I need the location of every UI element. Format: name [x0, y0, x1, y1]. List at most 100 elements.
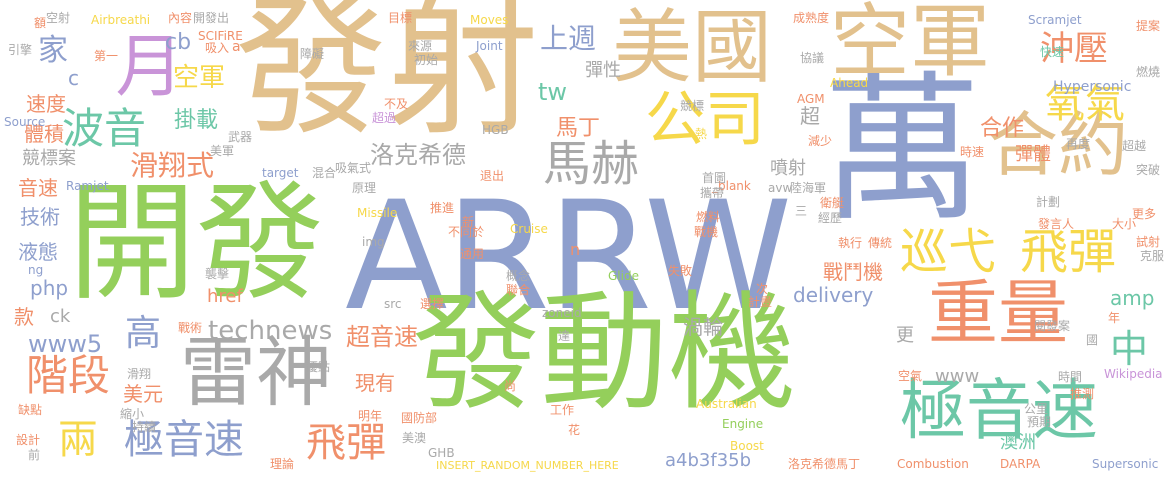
word-zhong: 中 [1110, 327, 1149, 371]
word-qian: 前 [28, 448, 41, 462]
word-gongzuo: 工作 [550, 403, 575, 417]
word-chongya: 沖壓 [1040, 29, 1108, 69]
word-chuantong: 傳統 [868, 236, 893, 250]
word-hypersonic: Hypersonic [1053, 79, 1132, 95]
word-target: target [262, 166, 299, 180]
word-suoxiao: 縮小 [120, 407, 145, 421]
word-jianshao: 減少 [808, 134, 833, 148]
word-fadongji: 發動機 [412, 279, 797, 428]
word-source: Source [4, 115, 46, 129]
word-leishen: 雷神 [180, 328, 332, 417]
word-kongqi: 空氣 [898, 369, 923, 383]
word-boyin: 波音 [62, 104, 147, 153]
word-kuan: 款 [14, 305, 34, 329]
word-jihua-2: 計畫 [748, 295, 773, 309]
word-xieyi: 協議 [800, 51, 825, 65]
word-xiqishi: 吸氣式 [335, 161, 372, 175]
word-luokexidemading: 洛克希德馬丁 [788, 457, 861, 471]
word-combustion: Combustion [897, 457, 969, 471]
word-weiting: 衛艇 [820, 196, 845, 210]
word-src: src [384, 297, 402, 311]
word-hezuo: 合作 [980, 116, 1025, 141]
word-xiru: 吸入 [205, 41, 230, 55]
word-re: 熱 [695, 127, 708, 141]
word-meijun: 美軍 [210, 144, 235, 158]
word-aozhou: 澳洲 [1000, 432, 1036, 453]
word-shishe: 試射 [1136, 235, 1161, 249]
word-hunhe: 混合 [312, 166, 337, 180]
word-wolun: 渦輪 [683, 315, 723, 339]
word-darpa: DARPA [1000, 457, 1041, 471]
word-yuanli: 原理 [352, 181, 377, 195]
word-chengshudu: 成熟度 [793, 11, 830, 25]
word-xin: 新 [462, 215, 475, 229]
word-a: a [232, 39, 241, 55]
word-meiao: 美澳 [402, 431, 427, 445]
word-hua: 花 [568, 423, 581, 437]
word-geng: 更 [896, 325, 914, 346]
word-a4b3f35b: a4b3f35b [665, 450, 752, 471]
word-australian: Australian [696, 397, 757, 411]
word-yue: 月 [103, 30, 182, 98]
word-quedian: 缺點 [18, 403, 43, 417]
word-kongjun: 空軍 [830, 0, 990, 88]
word-huaxiangshi: 滑翔式 [130, 149, 215, 182]
word-ramjet: Ramjet [66, 179, 109, 193]
word-zhangai: 障礙 [300, 47, 325, 61]
word-feidan: 飛彈 [1020, 224, 1117, 280]
word-jingbiao: 競標 [680, 99, 705, 113]
word-ng: ng [28, 263, 44, 277]
word-ahead: Ahead [830, 76, 869, 90]
word-wikipedia: Wikipedia [1104, 367, 1163, 381]
word-jishu: 技術 [20, 205, 60, 229]
word-zhixing: 執行 [838, 236, 863, 250]
word-kaifa: 開發 [68, 169, 325, 318]
word-gainian: 概念 [506, 269, 531, 283]
word-daxiao: 大小 [1112, 217, 1137, 231]
word-sheji: 設計 [16, 433, 41, 447]
word-xianyou: 現有 [355, 371, 395, 395]
word-buji: 不及 [384, 97, 409, 111]
word-zhanshu: 戰術 [178, 321, 203, 335]
word-penshe: 噴射 [770, 158, 806, 179]
word-tongyong: 通用 [460, 247, 485, 261]
word-meiguo: 美國 [612, 1, 772, 94]
word-chaoguo: 超過 [372, 111, 397, 125]
word-guazai: 掛載 [174, 108, 219, 133]
word-engine: Engine [722, 417, 764, 431]
word-san: 三 [795, 204, 808, 218]
word-shisu: 時速 [960, 145, 985, 159]
word-blank: _blank [712, 179, 751, 193]
word-shangzhou: 上週 [540, 22, 597, 55]
word-ghb: GHB [428, 446, 455, 460]
word-shoutu: 首圖 [702, 171, 727, 185]
word-fayanren: 發言人 [1038, 217, 1075, 231]
word-wan: 萬 [822, 56, 983, 243]
word-mingnian: 明年 [358, 409, 383, 423]
word-kefu: 克服 [1140, 249, 1165, 263]
word-xiji: 襲擊 [205, 267, 230, 281]
word-zoneid: zoneid [542, 306, 582, 320]
word-delivery: delivery [793, 283, 874, 307]
word-scramjet: Scramjet [1028, 13, 1082, 27]
word-jiyinsu-medium: 極音速 [124, 417, 244, 463]
word-chao: 超 [800, 104, 820, 128]
word-liang: 兩 [58, 417, 98, 463]
word-kuaisu: 快速 [1040, 45, 1065, 59]
word-boost: Boost [730, 439, 764, 453]
word-supersonic: Supersonic [1092, 457, 1159, 471]
word-chixu: 持續 [132, 420, 157, 434]
word-wuqi: 武器 [228, 130, 253, 144]
word-chushi: 初始 [414, 53, 439, 67]
word-shang: 尚 [504, 379, 517, 393]
word-tuichu: 退出 [480, 169, 505, 183]
word-xiedai: 攜帶 [700, 186, 725, 200]
word-tuijin: 推進 [430, 201, 455, 215]
word-youdian: 優點 [306, 360, 331, 374]
word-tuice: 推測 [1070, 387, 1095, 401]
word-tupo: 突破 [1136, 163, 1161, 177]
word-guofangbu: 國防部 [401, 411, 438, 425]
word-kongshe: 空射 [46, 11, 71, 25]
word-jingli: 經歷 [818, 211, 843, 225]
